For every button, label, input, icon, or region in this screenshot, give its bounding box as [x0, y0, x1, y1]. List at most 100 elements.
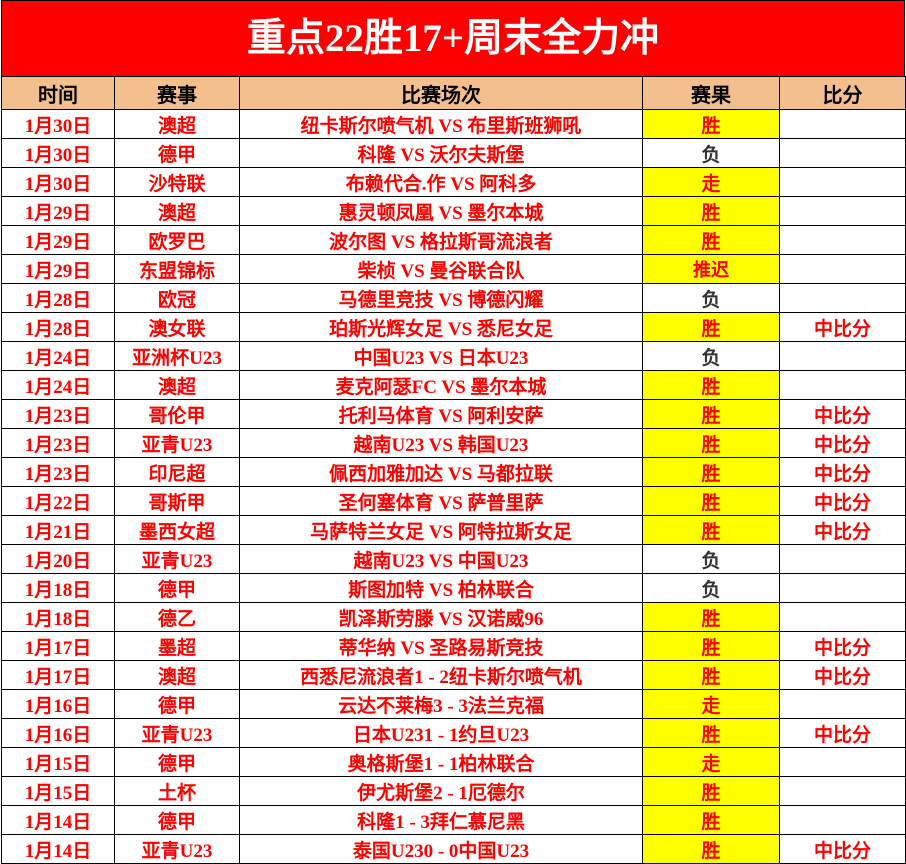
cell-time: 1月22日 — [1, 486, 115, 516]
cell-time: 1月14日 — [1, 805, 115, 835]
cell-league: 印尼超 — [114, 457, 240, 487]
cell-match: 日本U231 - 1约旦U23 — [239, 718, 643, 748]
cell-match: 波尔图 VS 格拉斯哥流浪者 — [239, 225, 643, 255]
cell-match: 中国U23 VS 日本U23 — [239, 341, 643, 371]
cell-time: 1月17日 — [1, 660, 115, 690]
cell-league: 澳超 — [114, 109, 240, 139]
cell-league: 德甲 — [114, 689, 240, 719]
cell-league: 墨西女超 — [114, 515, 240, 545]
cell-league: 哥伦甲 — [114, 399, 240, 429]
column-header-score: 比分 — [779, 76, 906, 110]
table-row: 1月15日 德甲 奥格斯堡1 - 1柏林联合走 — [1, 747, 906, 777]
cell-league: 德甲 — [114, 138, 240, 168]
cell-match: 柴桢 VS 曼谷联合队 — [239, 254, 643, 284]
cell-result: 胜 — [642, 660, 780, 690]
cell-league: 亚青U23 — [114, 428, 240, 458]
cell-result: 走 — [642, 689, 780, 719]
table-row: 1月16日 亚青U23 日本U231 - 1约旦U23 胜中比分 — [1, 718, 906, 748]
cell-result: 胜 — [642, 486, 780, 516]
cell-league: 澳超 — [114, 660, 240, 690]
cell-result: 胜 — [642, 312, 780, 342]
cell-time: 1月28日 — [1, 283, 115, 313]
cell-time: 1月14日 — [1, 834, 115, 864]
table-row: 1月18日 德甲 斯图加特 VS 柏林联合负 — [1, 573, 906, 603]
table-row: 1月23日 哥伦甲 托利马体育 VS 阿利安萨胜中比分 — [1, 399, 906, 429]
cell-time: 1月24日 — [1, 341, 115, 371]
cell-score — [779, 254, 906, 284]
cell-score: 中比分 — [779, 428, 906, 458]
cell-result: 走 — [642, 167, 780, 197]
cell-result: 胜 — [642, 196, 780, 226]
cell-score: 中比分 — [779, 834, 906, 864]
cell-league: 亚青U23 — [114, 718, 240, 748]
cell-result: 负 — [642, 138, 780, 168]
cell-score — [779, 225, 906, 255]
table-row: 1月30日 德甲 科隆 VS 沃尔夫斯堡负 — [1, 138, 906, 168]
cell-score: 中比分 — [779, 718, 906, 748]
cell-result: 推迟 — [642, 254, 780, 284]
cell-time: 1月23日 — [1, 399, 115, 429]
cell-time: 1月20日 — [1, 544, 115, 574]
cell-league: 墨超 — [114, 631, 240, 661]
cell-league: 德甲 — [114, 747, 240, 777]
cell-league: 德甲 — [114, 573, 240, 603]
cell-league: 澳女联 — [114, 312, 240, 342]
cell-score: 中比分 — [779, 399, 906, 429]
cell-league: 亚青U23 — [114, 544, 240, 574]
column-header-time: 时间 — [1, 76, 115, 110]
cell-match: 科隆1 - 3拜仁慕尼黑 — [239, 805, 643, 835]
cell-league: 沙特联 — [114, 167, 240, 197]
cell-score — [779, 776, 906, 806]
cell-result: 胜 — [642, 834, 780, 864]
column-header-league: 赛事 — [114, 76, 240, 110]
cell-score: 中比分 — [779, 312, 906, 342]
cell-match: 马德里竞技 VS 博德闪耀 — [239, 283, 643, 313]
cell-match: 斯图加特 VS 柏林联合 — [239, 573, 643, 603]
cell-match: 托利马体育 VS 阿利安萨 — [239, 399, 643, 429]
cell-result: 胜 — [642, 109, 780, 139]
cell-match: 布赖代合.作 VS 阿科多 — [239, 167, 643, 197]
column-header-result: 赛果 — [642, 76, 780, 110]
cell-match: 科隆 VS 沃尔夫斯堡 — [239, 138, 643, 168]
cell-score — [779, 544, 906, 574]
cell-time: 1月15日 — [1, 776, 115, 806]
cell-score: 中比分 — [779, 457, 906, 487]
cell-time: 1月30日 — [1, 109, 115, 139]
cell-time: 1月18日 — [1, 602, 115, 632]
table-row: 1月24日 澳超 麦克阿瑟FC VS 墨尔本城胜 — [1, 370, 906, 400]
cell-score — [779, 370, 906, 400]
cell-score — [779, 138, 906, 168]
cell-match: 云达不莱梅3 - 3法兰克福 — [239, 689, 643, 719]
cell-match: 西悉尼流浪者1 - 2纽卡斯尔喷气机 — [239, 660, 643, 690]
cell-score — [779, 196, 906, 226]
cell-league: 亚青U23 — [114, 834, 240, 864]
cell-result: 胜 — [642, 718, 780, 748]
table-row: 1月20日 亚青U23 越南U23 VS 中国U23 负 — [1, 544, 906, 574]
cell-time: 1月21日 — [1, 515, 115, 545]
cell-time: 1月15日 — [1, 747, 115, 777]
cell-time: 1月24日 — [1, 370, 115, 400]
cell-result: 胜 — [642, 805, 780, 835]
cell-score — [779, 283, 906, 313]
table-row: 1月24日 亚洲杯U23 中国U23 VS 日本U23 负 — [1, 341, 906, 371]
cell-time: 1月16日 — [1, 718, 115, 748]
cell-match: 越南U23 VS 中国U23 — [239, 544, 643, 574]
table-row: 1月29日 东盟锦标 柴桢 VS 曼谷联合队 推迟 — [1, 254, 906, 284]
cell-match: 泰国U230 - 0中国U23 — [239, 834, 643, 864]
table-row: 1月22日 哥斯甲 圣何塞体育 VS 萨普里萨胜中比分 — [1, 486, 906, 516]
cell-score: 中比分 — [779, 660, 906, 690]
table-row: 1月23日 亚青U23 越南U23 VS 韩国U23 胜中比分 — [1, 428, 906, 458]
header-row: 时间 赛事 比赛场次 赛果 比分 — [1, 76, 906, 110]
cell-score — [779, 167, 906, 197]
cell-time: 1月16日 — [1, 689, 115, 719]
table-row: 1月30日 沙特联 布赖代合.作 VS 阿科多走 — [1, 167, 906, 197]
cell-league: 欧冠 — [114, 283, 240, 313]
cell-league: 亚洲杯U23 — [114, 341, 240, 371]
cell-result: 负 — [642, 283, 780, 313]
cell-score — [779, 109, 906, 139]
cell-result: 胜 — [642, 428, 780, 458]
cell-result: 胜 — [642, 602, 780, 632]
cell-match: 麦克阿瑟FC VS 墨尔本城 — [239, 370, 643, 400]
page-title: 重点22胜17+周末全力冲 — [246, 17, 660, 60]
cell-match: 惠灵顿凤凰 VS 墨尔本城 — [239, 196, 643, 226]
